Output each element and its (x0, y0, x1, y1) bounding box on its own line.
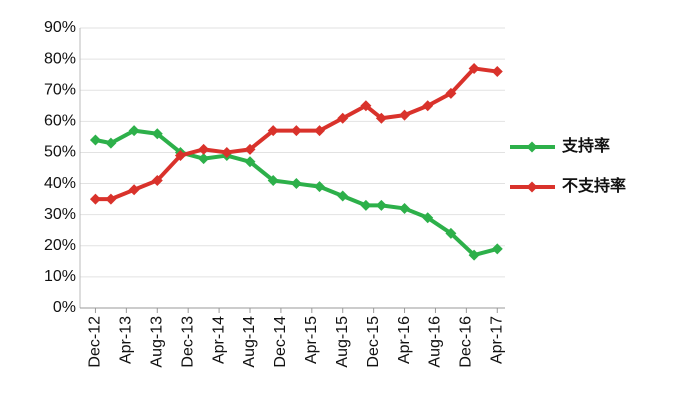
data-point (445, 227, 457, 239)
data-point (198, 143, 210, 155)
data-point (491, 243, 503, 255)
y-tick-label: 90% (44, 19, 76, 36)
y-tick-label: 80% (44, 50, 76, 67)
data-point (89, 134, 101, 146)
x-tick-label: Apr-16 (396, 316, 413, 364)
y-tick-label: 70% (44, 81, 76, 98)
x-tick-label: Aug-14 (241, 316, 258, 368)
data-point (89, 193, 101, 205)
data-point (468, 249, 480, 261)
data-point (267, 174, 279, 186)
x-tick-label: Aug-13 (148, 316, 165, 368)
data-point (151, 128, 163, 140)
legend-label: 不支持率 (562, 176, 626, 195)
data-point (422, 100, 434, 112)
x-tick-label: Dec-13 (179, 316, 196, 368)
y-tick-label: 40% (44, 175, 76, 192)
legend-label: 支持率 (561, 136, 610, 155)
data-point (290, 178, 302, 190)
data-point (244, 143, 256, 155)
data-point (375, 112, 387, 124)
data-point (174, 150, 186, 162)
data-point (128, 184, 140, 196)
x-tick-label: Aug-15 (334, 316, 351, 368)
y-tick-label: 20% (44, 237, 76, 254)
y-tick-label: 60% (44, 113, 76, 130)
x-tick-label: Apr-17 (488, 316, 505, 364)
data-point (198, 153, 210, 165)
data-point (244, 156, 256, 168)
data-point (314, 125, 326, 137)
data-point (445, 87, 457, 99)
data-point (491, 66, 503, 78)
data-point (375, 199, 387, 211)
x-tick-label: Dec-15 (365, 316, 382, 368)
data-point (399, 202, 411, 214)
x-tick-label: Apr-13 (118, 316, 135, 364)
data-point (105, 137, 117, 149)
data-point (128, 125, 140, 137)
x-tick-label: Apr-14 (210, 316, 227, 364)
data-point (468, 62, 480, 74)
data-point (422, 212, 434, 224)
data-point (290, 125, 302, 137)
y-tick-label: 30% (44, 206, 76, 223)
data-point (105, 193, 117, 205)
x-tick-label: Apr-15 (303, 316, 320, 364)
y-tick-label: 50% (44, 144, 76, 161)
legend-marker (526, 181, 538, 193)
data-point (360, 100, 372, 112)
data-point (399, 109, 411, 121)
data-point (337, 112, 349, 124)
data-point (221, 146, 233, 158)
data-point (267, 125, 279, 137)
data-point (337, 190, 349, 202)
x-tick-label: Aug-16 (427, 316, 444, 368)
data-point (314, 181, 326, 193)
y-tick-label: 10% (44, 268, 76, 285)
y-tick-label: 0% (53, 299, 76, 316)
data-point (360, 199, 372, 211)
series-line (95, 128, 498, 258)
x-tick-label: Dec-14 (272, 316, 289, 368)
x-tick-label: Dec-16 (458, 316, 475, 368)
legend-marker (526, 141, 538, 153)
x-tick-label: Dec-12 (87, 316, 104, 368)
data-point (151, 174, 163, 186)
